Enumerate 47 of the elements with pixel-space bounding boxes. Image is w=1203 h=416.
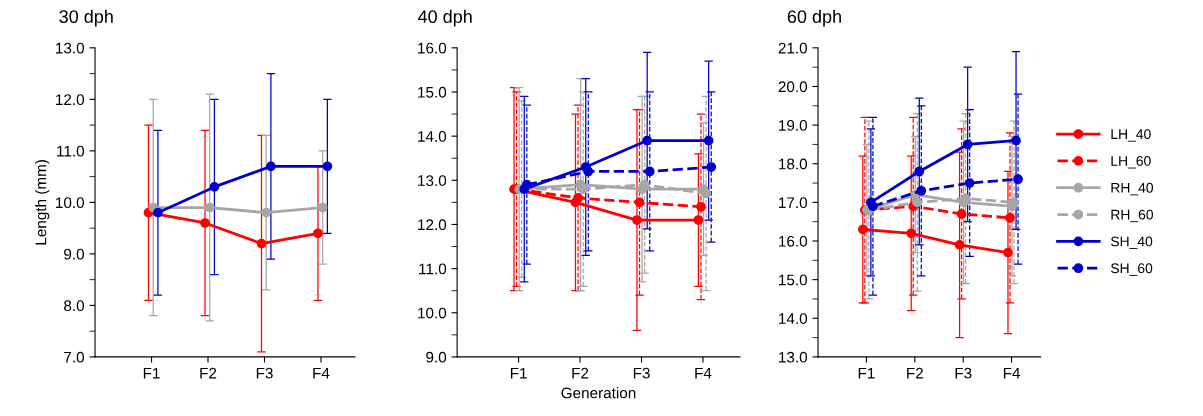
x-tick-label: F1 [143, 367, 160, 379]
y-axis-title: Length (mm) [35, 160, 50, 245]
y-tick-label: 9.0 [426, 351, 447, 363]
x-tick-label: F2 [572, 367, 589, 379]
x-tick-label: F4 [695, 367, 712, 379]
y-tick-label: 19.0 [779, 119, 808, 131]
y-tick-label: 12.0 [418, 219, 447, 231]
y-tick-label: 10.0 [418, 307, 447, 319]
y-tick-label: 17.0 [779, 197, 808, 209]
y-tick-label: 18.0 [779, 158, 808, 170]
y-tick-label: 7.0 [64, 351, 85, 363]
legend-label: RH_40 [1111, 182, 1154, 196]
y-tick-label: 10.0 [56, 197, 85, 209]
y-tick-label: 16.0 [418, 42, 447, 54]
y-tick-label: 12.0 [56, 94, 85, 106]
chart-title: 30 dph [59, 9, 113, 27]
x-tick-label: F1 [858, 367, 875, 379]
x-tick-label: F2 [907, 367, 923, 379]
x-tick-label: F3 [256, 367, 273, 379]
y-tick-label: 14.0 [779, 313, 808, 324]
y-tick-label: 13.0 [779, 351, 808, 363]
y-tick-label: 11.0 [419, 263, 447, 275]
y-tick-label: 13.0 [418, 175, 447, 186]
legend-label: LH_40 [1111, 129, 1151, 142]
y-tick-label: 15.0 [779, 274, 808, 286]
y-tick-label: 13.0 [56, 42, 85, 54]
x-tick-label: F3 [955, 367, 972, 379]
x-tick-label: F4 [1003, 367, 1021, 379]
x-tick-label: F2 [200, 367, 217, 379]
x-tick-label: F4 [313, 367, 330, 379]
y-tick-label: 15.0 [418, 86, 447, 98]
legend-label: RH_60 [1111, 209, 1154, 223]
y-tick-label: 21.0 [778, 42, 808, 54]
x-axis-title: Generation [561, 387, 636, 399]
x-tick-label: F3 [633, 367, 650, 379]
chart-title: 40 dph [417, 9, 472, 27]
legend-label: SH_60 [1110, 263, 1153, 276]
legend-label: SH_40 [1110, 236, 1153, 249]
y-tick-label: 11.0 [57, 145, 85, 157]
y-tick-label: 8.0 [64, 300, 85, 312]
x-tick-label: F1 [510, 367, 527, 379]
chart-title: 60 dph [787, 9, 841, 27]
y-tick-label: 9.0 [64, 248, 85, 260]
y-tick-label: 16.0 [779, 235, 808, 247]
legend-label: LH_60 [1111, 156, 1151, 169]
y-tick-label: 14.0 [418, 131, 447, 142]
y-tick-label: 20.0 [778, 81, 808, 93]
